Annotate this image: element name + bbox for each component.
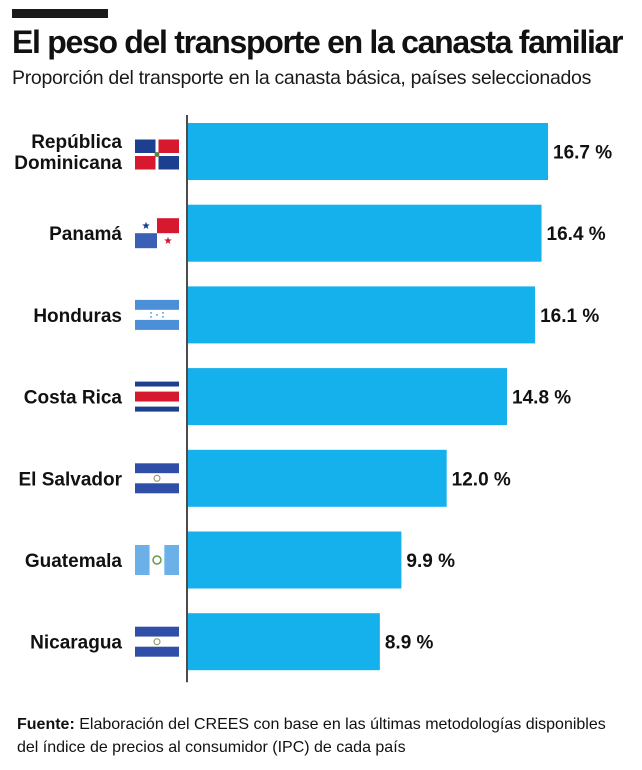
category-label: Guatemala: [25, 551, 123, 572]
value-label: 16.1 %: [540, 306, 599, 327]
bar: [188, 613, 380, 671]
bar: [188, 123, 548, 180]
flag-dominican-republic-icon: [135, 139, 179, 170]
value-label: 16.7 %: [553, 143, 612, 164]
value-label: 8.9 %: [385, 633, 434, 654]
category-label: Panamá: [49, 224, 122, 245]
flag-nicaragua-icon: [135, 626, 179, 657]
category-label: República: [31, 132, 122, 153]
category-label: Nicaragua: [30, 633, 122, 654]
chart-title: El peso del transporte en la canasta fam…: [12, 24, 624, 60]
bar: [188, 368, 508, 426]
value-label: 16.4 %: [547, 224, 606, 245]
bar: [188, 286, 536, 344]
flag-honduras-icon: [135, 299, 179, 330]
flag-costa-rica-icon: [135, 381, 179, 412]
source-text: Elaboración del CREES con base en las úl…: [17, 716, 606, 756]
category-label: El Salvador: [19, 469, 123, 490]
source-label: Fuente:: [17, 716, 75, 733]
source-note: Fuente: Elaboración del CREES con base e…: [17, 713, 627, 759]
bar: [188, 204, 542, 262]
category-label: Honduras: [33, 306, 122, 327]
bar: [188, 449, 447, 507]
value-label: 12.0 %: [452, 469, 511, 490]
flag-guatemala-icon: [135, 545, 179, 575]
bar: [188, 531, 402, 589]
category-label: Costa Rica: [24, 388, 123, 409]
value-label: 9.9 %: [406, 551, 455, 572]
value-label: 14.8 %: [512, 388, 571, 409]
chart-subtitle: Proporción del transporte en la canasta …: [12, 67, 592, 89]
flag-panama-icon: [135, 218, 179, 249]
header-rule: [12, 9, 108, 18]
flag-el-salvador-icon: [135, 463, 179, 494]
category-label: Dominicana: [14, 153, 122, 174]
